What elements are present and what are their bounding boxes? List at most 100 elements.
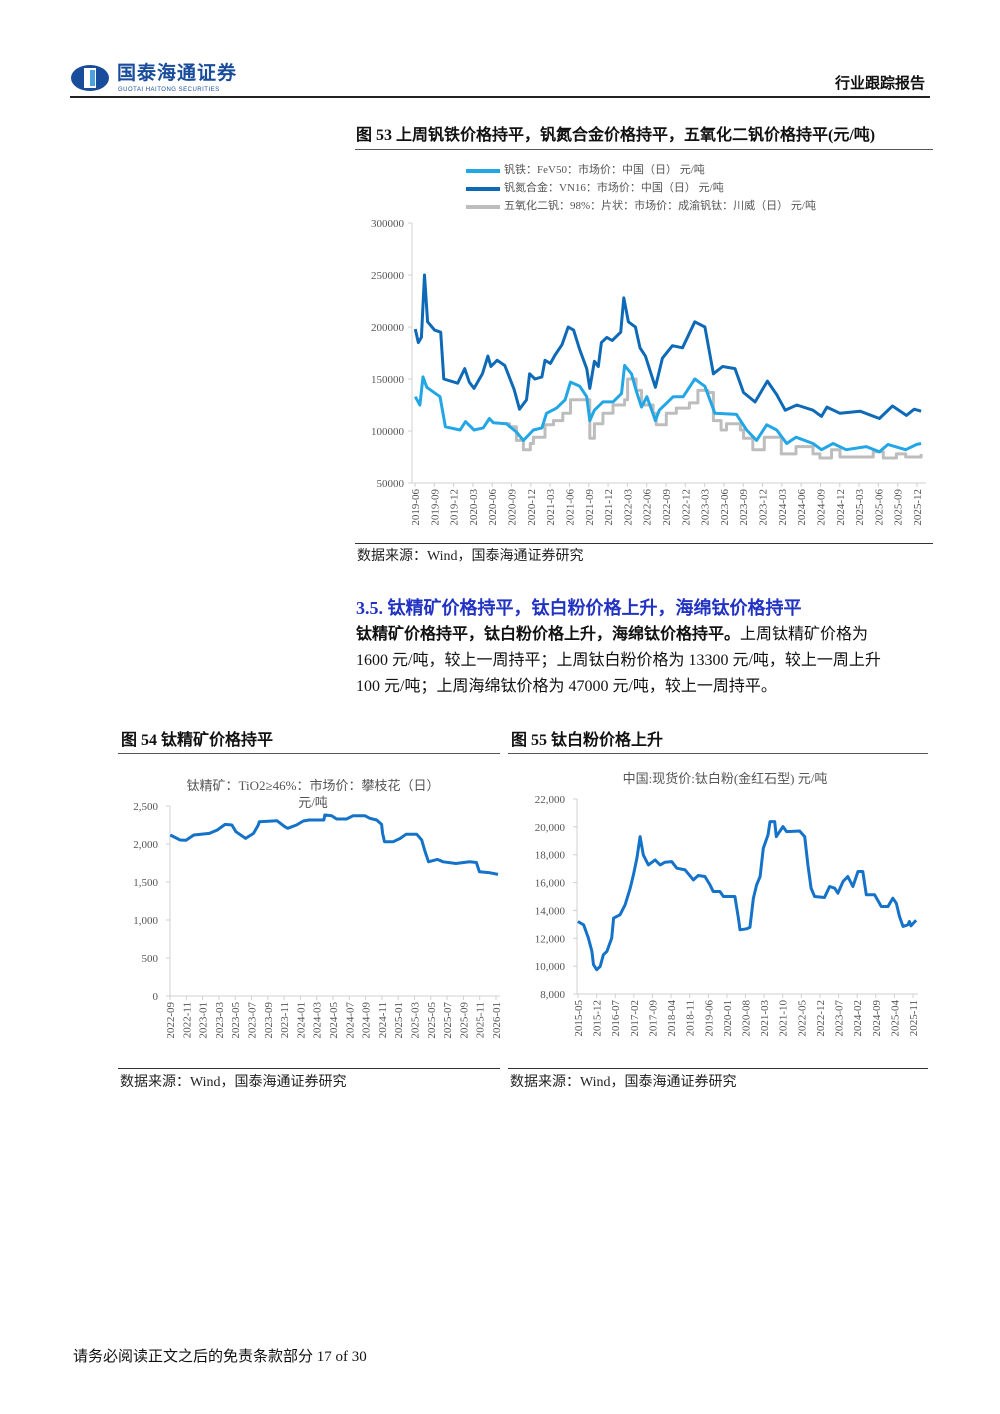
y-tick-label: 300000 [371, 218, 405, 230]
x-tick-label: 2023-05 [230, 1002, 242, 1039]
x-tick-label: 2024-01 [295, 1002, 307, 1039]
x-tick-label: 2023-03 [700, 489, 712, 526]
company-logo [70, 64, 110, 92]
paragraph-line-2: 1600 元/吨，较上一周持平；上周钛白粉价格为 13300 元/吨，较上一周上… [356, 652, 881, 669]
x-tick-label: 2024-03 [312, 1002, 324, 1039]
x-tick-label: 2024-06 [796, 489, 808, 526]
x-tick-label: 2022-09 [165, 1002, 177, 1039]
x-tick-label: 2022-05 [796, 1000, 808, 1037]
y-tick-label: 0 [153, 991, 159, 1003]
x-tick-label: 2023-09 [263, 1002, 275, 1039]
x-tick-label: 2017-02 [629, 1000, 641, 1037]
x-tick-label: 2024-09 [815, 489, 827, 526]
legend-swatch-vn16 [466, 186, 500, 191]
report-type: 行业跟踪报告 [835, 76, 926, 92]
x-tick-label: 2025-01 [393, 1002, 405, 1039]
figure-53-source: 数据来源：Wind，国泰海通证券研究 [357, 549, 584, 564]
y-tick-label: 8,000 [540, 989, 565, 1001]
y-tick-label: 1,000 [133, 915, 158, 927]
x-tick-label: 2021-10 [778, 1000, 790, 1037]
legend-item-vn16: 钒氮合金：VN16：市场价：中国（日） 元/吨 [466, 182, 724, 195]
figure-53-title: 图 53 上周钒铁价格持平，钒氮合金价格持平，五氧化二钒价格持平(元/吨) [356, 127, 876, 144]
x-tick-label: 2020-06 [487, 489, 499, 526]
x-tick-label: 2016-07 [610, 1000, 622, 1037]
x-tick-label: 2022-09 [661, 489, 673, 526]
x-tick-label: 2025-11 [475, 1002, 487, 1038]
x-tick-label: 2019-06 [410, 489, 422, 526]
x-tick-label: 2025-12 [912, 489, 924, 526]
x-tick-label: 2024-09 [361, 1002, 373, 1039]
x-tick-label: 2022-12 [815, 1000, 827, 1037]
x-tick-label: 2024-02 [852, 1000, 864, 1037]
x-tick-label: 2018-04 [666, 1000, 678, 1037]
x-tick-label: 2023-06 [719, 489, 731, 526]
x-tick-label: 2025-07 [442, 1002, 454, 1039]
figure-53-bottom-rule [355, 543, 933, 544]
figure-55-source: 数据来源：Wind，国泰海通证券研究 [510, 1075, 737, 1090]
x-tick-label: 2024-07 [344, 1002, 356, 1039]
legend-swatch-fev50 [466, 168, 500, 173]
y-tick-label: 18,000 [535, 850, 566, 862]
y-tick-label: 2,500 [133, 801, 158, 813]
x-tick-label: 2022-06 [642, 489, 654, 526]
footer-disclaimer: 请务必阅读正文之后的免责条款部分 [73, 1349, 314, 1365]
figure-53-chart: 300000 250000 200000 150000 100000 50000 2019-… [371, 218, 926, 526]
figure-53-series-0-line [413, 364, 922, 454]
legend-label: 五氧化二钒：98%：片状：市场价：成渝钒钛：川威（日） 元/吨 [504, 200, 816, 212]
figure-55-series-0-line [577, 820, 918, 972]
x-tick-label: 2026-01 [491, 1002, 503, 1039]
x-tick-label: 2017-09 [647, 1000, 659, 1037]
section-heading: 3.5. 钛精矿价格持平，钛白粉价格上升，海绵钛价格持平 [356, 598, 802, 618]
footer: 请务必阅读正文之后的免责条款部分 17 of 30 [73, 1348, 367, 1366]
x-tick-label: 2021-03 [545, 489, 557, 526]
paragraph-line-3: 100 元/吨；上周海绵钛价格为 47000 元/吨，较上一周持平。 [356, 678, 777, 695]
x-tick-label: 2019-09 [429, 489, 441, 526]
x-tick-label: 2023-12 [758, 489, 770, 526]
legend-label: 钒氮合金：VN16：市场价：中国（日） 元/吨 [504, 182, 724, 194]
x-tick-label: 2025-09 [458, 1002, 470, 1039]
figure-55-chart-title: 中国:现货价:钛白粉(金红石型) 元/吨 [622, 771, 828, 786]
figure-54-chart-title: 钛精矿：TiO2≥46%：市场价：攀枝花（日） [186, 778, 440, 793]
x-tick-label: 2022-12 [680, 489, 692, 526]
paragraph-lead: 钛精矿价格持平，钛白粉价格上升，海绵钛价格持平。 [356, 626, 741, 643]
legend-item-fev50: 钒铁：FeV50：市场价：中国（日） 元/吨 [466, 164, 705, 177]
figure-54-chart: 2,500 2,000 1,500 1,000 500 0 2022-09 2022-11 20… [133, 801, 503, 1039]
figure-54-chart-unit: 元/吨 [298, 795, 328, 810]
y-tick-label: 12,000 [535, 933, 566, 945]
x-tick-label: 2019-06 [703, 1000, 715, 1037]
x-tick-label: 2025-03 [854, 489, 866, 526]
figure-54-bottom-rule [118, 1068, 500, 1069]
x-tick-label: 2024-03 [777, 489, 789, 526]
x-tick-label: 2021-09 [584, 489, 596, 526]
paragraph-line-1: 钛精矿价格持平，钛白粉价格上升，海绵钛价格持平。上周钛精矿价格为 [356, 624, 868, 646]
x-tick-label: 2023-01 [198, 1002, 210, 1039]
x-tick-label: 2025-06 [873, 489, 885, 526]
x-tick-label: 2023-09 [738, 489, 750, 526]
x-tick-label: 2025-09 [893, 489, 905, 526]
x-tick-label: 2025-05 [426, 1002, 438, 1039]
y-tick-label: 22,000 [535, 794, 566, 806]
company-name-cn: 国泰海通证券 [117, 62, 238, 84]
legend-label: 钒铁：FeV50：市场价：中国（日） 元/吨 [504, 164, 705, 176]
page-number: 17 of 30 [316, 1349, 367, 1365]
figure-55-chart: 22,000 20,000 18,000 16,000 14,000 12,000 10,0… [535, 794, 920, 1037]
x-tick-label: 2021-06 [564, 489, 576, 526]
figure-54-title: 图 54 钛精矿价格持平 [121, 732, 274, 749]
x-tick-label: 2022-11 [181, 1002, 193, 1038]
x-tick-label: 2021-03 [759, 1000, 771, 1037]
y-tick-label: 2,000 [133, 839, 158, 851]
x-tick-label: 2020-09 [507, 489, 519, 526]
figure-54-source: 数据来源：Wind，国泰海通证券研究 [120, 1075, 347, 1090]
figure-54-series-0-line [169, 813, 499, 876]
logo-mark-icon [71, 65, 109, 91]
x-tick-label: 2020-12 [526, 489, 538, 526]
y-tick-label: 50000 [377, 478, 405, 490]
y-tick-label: 20,000 [535, 822, 566, 834]
figure-55-bottom-rule [508, 1068, 928, 1069]
y-tick-label: 500 [142, 953, 159, 965]
x-tick-label: 2024-09 [871, 1000, 883, 1037]
x-tick-label: 2020-03 [468, 489, 480, 526]
paragraph-text: 上周钛精矿价格为 [740, 626, 869, 643]
y-tick-label: 250000 [371, 270, 405, 282]
